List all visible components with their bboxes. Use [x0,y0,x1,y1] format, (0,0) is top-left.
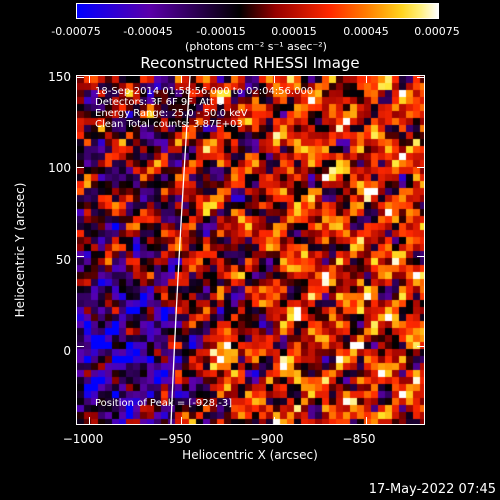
y-tick-mark [417,76,425,78]
plot-area: 18-Sep-2014 01:58:56.000 to 02:04:56.000… [76,75,425,425]
info-detectors: Detectors: 3F 6F 9F, Att 0 [95,97,224,108]
heatmap-image [77,76,424,424]
y-tick-mark [76,346,84,348]
y-axis-label: Heliocentric Y (arcsec) [13,182,27,318]
x-tick-mark [88,75,90,83]
x-tick-mark [365,75,367,83]
x-tick-mark [273,75,275,83]
y-tick-label: 0 [63,344,71,358]
colorbar [76,3,439,19]
y-tick-mark [417,166,425,168]
x-tick-mark [365,417,367,425]
x-tick-mark [273,417,275,425]
colorbar-gradient [77,4,438,18]
chart-title: Reconstructed RHESSI Image [140,54,360,72]
info-counts: Clean Total counts: 3.87E+03 [95,119,243,130]
x-tick-mark [181,417,183,425]
y-tick-mark [417,346,425,348]
y-tick-label: 150 [48,70,71,84]
y-tick-mark [76,166,84,168]
x-tick-mark [181,75,183,83]
info-time-range: 18-Sep-2014 01:58:56.000 to 02:04:56.000 [95,86,314,97]
colorbar-tick-label: -0.00075 [51,25,101,38]
x-axis-label: Heliocentric X (arcsec) [182,448,318,462]
y-tick-mark [76,76,84,78]
peak-position-label: Position of Peak = [-928,-3] [95,398,233,409]
y-tick-mark [76,256,84,258]
timestamp: 17-May-2022 07:45 [368,482,496,497]
limb-line [170,76,191,424]
colorbar-tick-label: 0.00015 [271,25,317,38]
colorbar-tick-label: -0.00015 [196,25,246,38]
x-tick-label: −950 [158,432,192,446]
x-tick-label: −900 [250,432,284,446]
colorbar-tick-label: 0.00075 [414,25,460,38]
y-tick-label: 100 [48,161,71,175]
colorbar-units: (photons cm⁻² s⁻¹ asec⁻²) [185,40,327,53]
x-tick-mark [88,417,90,425]
y-tick-label: 50 [55,253,71,267]
colorbar-tick-label: -0.00045 [123,25,173,38]
x-tick-label: −850 [342,432,376,446]
solar-limb [170,76,191,424]
info-energy-range: Energy Range: 25.0 - 50.0 keV [95,108,248,119]
y-tick-mark [417,256,425,258]
colorbar-tick-label: 0.00045 [343,25,389,38]
x-tick-label: −1000 [62,432,104,446]
